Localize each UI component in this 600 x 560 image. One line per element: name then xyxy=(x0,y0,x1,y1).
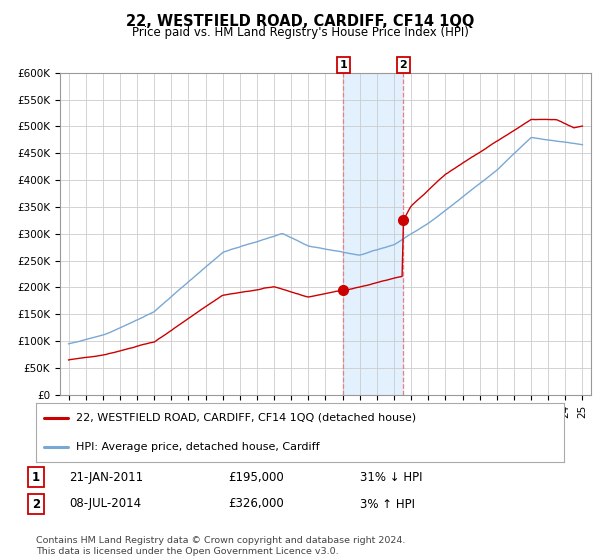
Text: Contains HM Land Registry data © Crown copyright and database right 2024.
This d: Contains HM Land Registry data © Crown c… xyxy=(36,536,406,556)
Text: 22, WESTFIELD ROAD, CARDIFF, CF14 1QQ (detached house): 22, WESTFIELD ROAD, CARDIFF, CF14 1QQ (d… xyxy=(76,413,416,423)
Text: 2: 2 xyxy=(400,60,407,70)
Text: 2: 2 xyxy=(32,497,40,511)
Text: HPI: Average price, detached house, Cardiff: HPI: Average price, detached house, Card… xyxy=(76,442,319,452)
Bar xyxy=(343,73,403,395)
Text: 1: 1 xyxy=(340,60,347,70)
Text: 1: 1 xyxy=(32,470,40,484)
Text: 3% ↑ HPI: 3% ↑ HPI xyxy=(360,497,415,511)
Text: £326,000: £326,000 xyxy=(228,497,284,511)
Text: 21-JAN-2011: 21-JAN-2011 xyxy=(69,470,143,484)
Text: 31% ↓ HPI: 31% ↓ HPI xyxy=(360,470,422,484)
Text: £195,000: £195,000 xyxy=(228,470,284,484)
Text: 22, WESTFIELD ROAD, CARDIFF, CF14 1QQ: 22, WESTFIELD ROAD, CARDIFF, CF14 1QQ xyxy=(126,14,474,29)
Text: Price paid vs. HM Land Registry's House Price Index (HPI): Price paid vs. HM Land Registry's House … xyxy=(131,26,469,39)
Text: 08-JUL-2014: 08-JUL-2014 xyxy=(69,497,141,511)
